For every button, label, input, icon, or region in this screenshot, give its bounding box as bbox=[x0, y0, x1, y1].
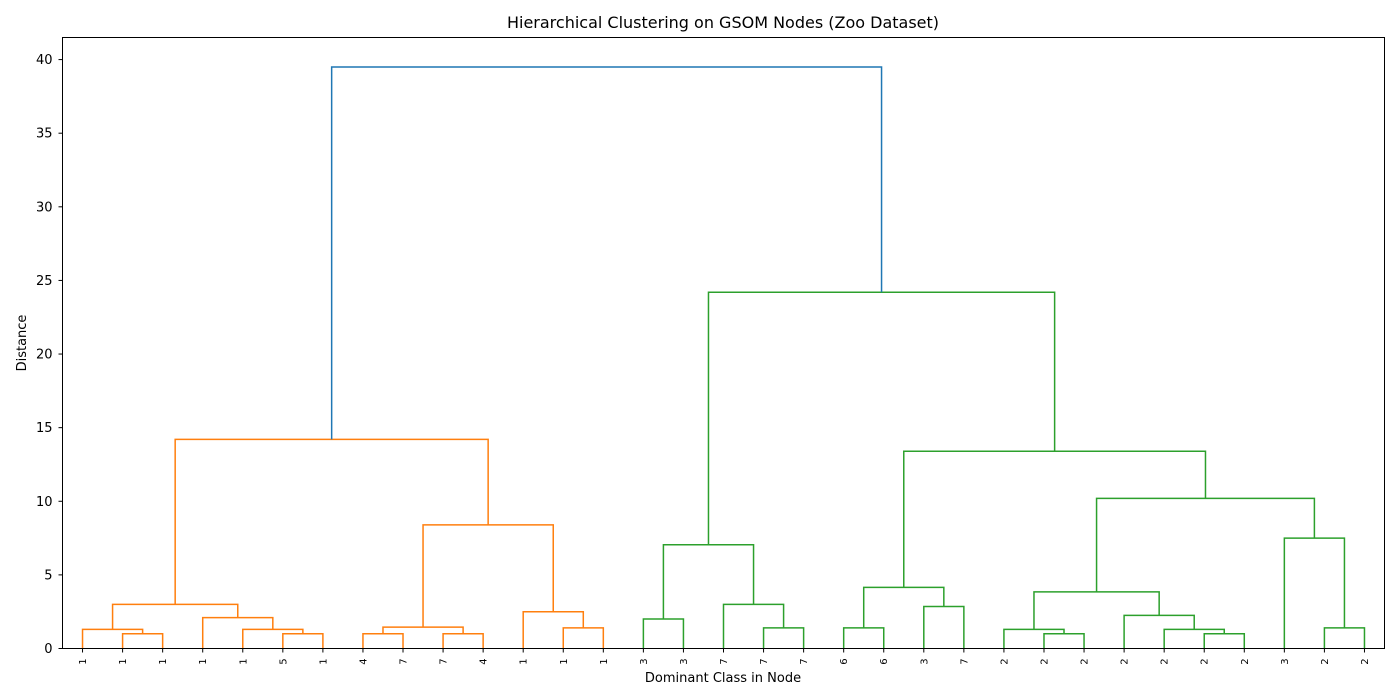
y-tick-label: 25 bbox=[36, 274, 53, 289]
dendrogram-link bbox=[762, 627, 805, 649]
chart-title: Hierarchical Clustering on GSOM Nodes (Z… bbox=[507, 13, 939, 32]
leaf-label: 2 bbox=[1240, 658, 1251, 664]
dendrogram-link bbox=[562, 627, 605, 649]
x-axis: 1 1 1 1 1 5 1 4 7 7 4 1 1 1 3 3 7 7 7 6 6 3 7 2 2 2 2 2 2 2 3 2 2 bbox=[78, 648, 1371, 665]
y-tick-label: 40 bbox=[36, 53, 53, 68]
leaf-label: 1 bbox=[198, 658, 209, 664]
dendrogram-link bbox=[923, 605, 965, 649]
leaf-label: 2 bbox=[1120, 658, 1131, 664]
dendrogram-link bbox=[1095, 497, 1316, 592]
leaf-label: 6 bbox=[879, 658, 890, 664]
plot-frame bbox=[62, 37, 1385, 649]
dendrogram-link bbox=[201, 616, 274, 649]
leaf-label: 3 bbox=[919, 658, 930, 664]
dendrogram-links bbox=[81, 66, 1366, 649]
leaf-label: 3 bbox=[1280, 658, 1291, 664]
leaf-label: 7 bbox=[959, 658, 970, 664]
leaf-label: 1 bbox=[158, 658, 169, 664]
leaf-label: 2 bbox=[1360, 658, 1371, 664]
y-tick-label: 30 bbox=[36, 200, 53, 215]
y-axis-label: Distance bbox=[15, 315, 30, 372]
leaf-label: 2 bbox=[999, 658, 1010, 664]
dendrogram-link bbox=[842, 627, 885, 649]
leaf-label: 1 bbox=[238, 658, 249, 664]
leaf-label: 5 bbox=[278, 658, 289, 664]
leaf-label: 7 bbox=[439, 658, 450, 664]
dendrogram-link bbox=[330, 66, 883, 440]
leaf-label: 1 bbox=[519, 658, 530, 664]
leaf-label: 3 bbox=[679, 658, 690, 664]
dendrogram-link bbox=[422, 524, 554, 628]
leaf-label: 6 bbox=[839, 658, 850, 664]
dendrogram-link bbox=[522, 610, 585, 649]
dendrogram-link bbox=[174, 438, 489, 605]
dendrogram-link bbox=[382, 626, 464, 634]
dendrogram-link bbox=[1323, 627, 1366, 649]
leaf-label: 1 bbox=[118, 658, 129, 664]
y-tick-label: 10 bbox=[36, 495, 53, 510]
leaf-label: 2 bbox=[1160, 658, 1171, 664]
leaf-label: 2 bbox=[1320, 658, 1331, 664]
y-tick-label: 35 bbox=[36, 127, 53, 142]
leaf-label: 7 bbox=[799, 658, 810, 664]
leaf-label: 7 bbox=[719, 658, 730, 664]
leaf-label: 1 bbox=[599, 658, 610, 664]
leaf-label: 4 bbox=[358, 658, 369, 664]
leaf-label: 7 bbox=[759, 658, 770, 664]
y-tick-label: 15 bbox=[36, 421, 53, 436]
leaf-label: 1 bbox=[559, 658, 570, 664]
leaf-label: 2 bbox=[1200, 658, 1211, 664]
leaf-label: 7 bbox=[399, 658, 410, 664]
leaf-label: 3 bbox=[639, 658, 650, 664]
y-tick-label: 5 bbox=[44, 568, 52, 583]
leaf-label: 1 bbox=[318, 658, 329, 664]
y-tick-label: 0 bbox=[44, 642, 52, 657]
y-tick-label: 20 bbox=[36, 348, 53, 363]
dendrogram-link bbox=[1033, 591, 1160, 630]
y-axis: 0 5 10 15 20 25 30 35 40 bbox=[36, 53, 63, 657]
x-axis-label: Dominant Class in Node bbox=[645, 671, 801, 686]
leaf-label: 1 bbox=[78, 658, 89, 664]
leaf-label: 2 bbox=[1080, 658, 1091, 664]
leaf-label: 4 bbox=[479, 658, 490, 664]
leaf-label: 2 bbox=[1039, 658, 1050, 664]
dendrogram-link bbox=[662, 543, 755, 620]
